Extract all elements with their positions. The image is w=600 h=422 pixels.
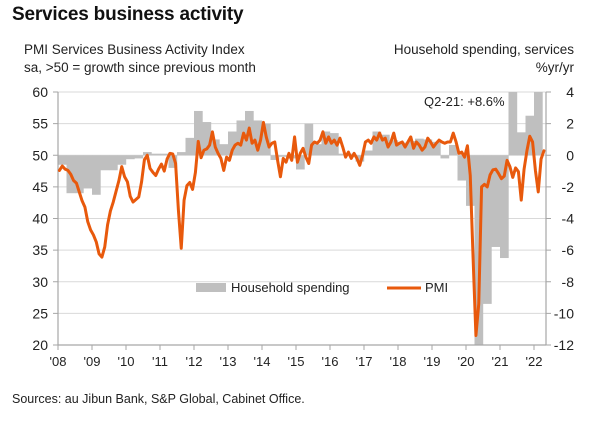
household-bar [270, 155, 280, 160]
household-bar [168, 155, 178, 168]
source-note: Sources: au Jibun Bank, S&P Global, Cabi… [12, 392, 305, 406]
left-axis-ticks: 20 25 30 35 40 45 50 55 60 [32, 84, 58, 353]
household-bar [92, 155, 101, 195]
left-tick-label: 60 [32, 84, 48, 100]
left-axis-title: PMI Services Business Activity Index sa,… [24, 41, 256, 77]
household-bar [449, 144, 458, 156]
x-tick-label: '16 [322, 354, 339, 369]
x-tick-label: '12 [186, 354, 203, 369]
household-bar [58, 155, 67, 165]
left-axis-title-line1: PMI Services Business Activity Index [24, 42, 245, 57]
household-bar [347, 153, 356, 156]
household-bar [83, 155, 93, 189]
legend: Household spending PMI [196, 280, 448, 295]
right-axis-title-line1: Household spending, services [393, 42, 574, 57]
household-bar [440, 155, 450, 159]
left-tick-label: 35 [32, 242, 48, 258]
household-bar [491, 155, 501, 247]
household-bar [126, 155, 135, 160]
left-axis-title-line2: sa, >50 = growth since previous month [24, 60, 256, 75]
household-bar [117, 155, 127, 165]
household-bar [483, 155, 492, 304]
right-axis-title-line2: %yr/yr [535, 60, 574, 75]
household-bar [100, 155, 110, 171]
household-bar [372, 131, 382, 156]
household-bar [228, 131, 237, 156]
x-tick-label: '14 [254, 354, 271, 369]
household-bar [313, 144, 322, 156]
x-tick-label: '10 [118, 354, 135, 369]
left-tick-label: 40 [32, 211, 48, 227]
household-bar [355, 155, 365, 162]
household-bar [508, 92, 518, 156]
household-bar [143, 152, 152, 156]
household-bar [219, 144, 229, 156]
right-tick-label: -6 [562, 242, 575, 258]
x-tick-label: '13 [220, 354, 237, 369]
legend-label-household: Household spending [231, 280, 350, 295]
right-axis-title: Household spending, services %yr/yr [394, 41, 574, 77]
household-bar [457, 155, 467, 181]
household-bar [330, 133, 339, 156]
household-bar [177, 152, 186, 156]
left-tick-label: 45 [32, 179, 48, 195]
household-bar [423, 139, 433, 156]
household-bar [185, 137, 195, 156]
household-bar [364, 150, 373, 156]
x-tick-label: '17 [356, 354, 373, 369]
household-bar [381, 134, 390, 156]
right-tick-label: -2 [562, 179, 575, 195]
x-tick-label: '09 [84, 354, 101, 369]
household-bar [389, 140, 399, 156]
chart-title: Services business activity [12, 4, 244, 25]
household-bar [534, 92, 543, 156]
x-tick-label: '11 [152, 354, 168, 369]
household-bar [279, 155, 288, 157]
household-bar [500, 155, 509, 259]
right-tick-label: -12 [554, 337, 574, 353]
household-bar [406, 141, 416, 156]
pmi-line [57, 120, 546, 338]
household-bar [304, 123, 314, 156]
household-bar [109, 155, 118, 171]
left-tick-label: 50 [32, 147, 48, 163]
right-tick-label: -10 [554, 305, 574, 321]
left-tick-label: 55 [32, 116, 48, 132]
x-tick-label: '21 [492, 354, 509, 369]
right-tick-label: 2 [566, 116, 574, 132]
right-tick-label: -4 [562, 211, 575, 227]
x-axis-ticks: '08 '09 '10 '11 '12 '13 '14 '15 '16 '17 '18 '19 '20 '… [50, 345, 543, 369]
household-bar [160, 153, 169, 156]
x-tick-label: '19 [424, 354, 441, 369]
household-bar [236, 120, 246, 156]
left-tick-label: 30 [32, 274, 48, 290]
household-bar [338, 153, 348, 156]
x-tick-label: '22 [526, 354, 543, 369]
household-bar [134, 155, 144, 159]
left-tick-label: 20 [32, 337, 48, 353]
legend-swatch-household [196, 283, 226, 292]
pmi-points [59, 122, 544, 336]
household-bar [202, 122, 212, 156]
right-axis-ticks: -12 -10 -8 -6 -4 -2 0 2 4 [546, 84, 574, 353]
x-tick-label: '18 [390, 354, 407, 369]
household-bar [296, 155, 305, 170]
household-bar [398, 142, 407, 156]
household-bar [194, 110, 203, 156]
right-tick-label: 4 [566, 84, 574, 100]
right-tick-label: 0 [566, 147, 574, 163]
annotation-q2-21: Q2-21: +8.6% [424, 94, 505, 109]
household-bar [151, 153, 161, 156]
x-tick-label: '20 [458, 354, 475, 369]
left-tick-label: 25 [32, 305, 48, 321]
household-bar [75, 155, 84, 194]
household-bar [517, 132, 526, 156]
x-tick-label: '08 [50, 354, 67, 369]
legend-label-pmi: PMI [425, 280, 448, 295]
household-bar [432, 141, 441, 156]
right-tick-label: -8 [562, 274, 575, 290]
x-tick-label: '15 [288, 354, 305, 369]
household-bar [253, 120, 263, 156]
